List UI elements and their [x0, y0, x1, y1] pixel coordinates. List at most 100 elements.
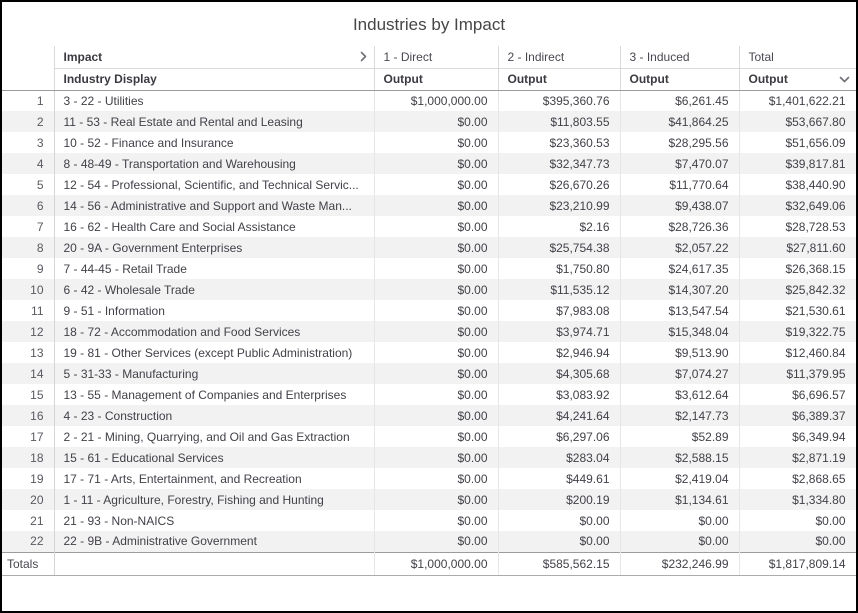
total-output-cell: $26,368.15: [738, 258, 856, 279]
table-row[interactable]: 2 11 - 53 - Real Estate and Rental and L…: [2, 111, 856, 132]
table-row[interactable]: 5 12 - 54 - Professional, Scientific, an…: [2, 174, 856, 195]
indirect-output-cell: $0.00: [497, 510, 620, 531]
induced-output-cell: $41,864.25: [619, 111, 739, 132]
direct-output-cell: $0.00: [373, 321, 498, 342]
row-number: 4: [36, 156, 44, 171]
table-row[interactable]: 13 19 - 81 - Other Services (except Publ…: [2, 342, 856, 363]
table-row[interactable]: 14 5 - 31-33 - Manufacturing $0.00 $4,30…: [2, 363, 856, 384]
row-number: 16: [30, 408, 44, 423]
total-output-cell: $6,696.57: [738, 384, 856, 405]
induced-group-header[interactable]: 3 - Induced: [619, 46, 739, 69]
row-number: 2: [36, 114, 44, 129]
row-number: 7: [36, 219, 44, 234]
induced-output-cell: $3,612.64: [619, 384, 739, 405]
totals-industry-cell: [53, 551, 374, 576]
table-row[interactable]: 22 22 - 9B - Administrative Government $…: [2, 531, 856, 552]
industry-cell: 7 - 44-45 - Retail Trade: [53, 258, 374, 279]
industry-cell: 1 - 11 - Agriculture, Forestry, Fishing …: [53, 489, 374, 510]
industry-display-header[interactable]: Industry Display: [53, 68, 374, 91]
industry-cell: 21 - 93 - Non-NAICS: [53, 510, 374, 531]
table-row[interactable]: 12 18 - 72 - Accommodation and Food Serv…: [2, 321, 856, 342]
direct-output-cell: $0.00: [373, 531, 498, 552]
direct-output-cell: $0.00: [373, 342, 498, 363]
induced-output-header[interactable]: Output: [619, 68, 739, 91]
totals-induced-output: $232,246.99: [619, 551, 739, 576]
row-number: 19: [30, 471, 44, 486]
total-group-header[interactable]: Total: [738, 46, 856, 69]
table-row[interactable]: 16 4 - 23 - Construction $0.00 $4,241.64…: [2, 405, 856, 426]
industries-by-impact-table: Impact 1 - Direct 2 - Indirect 3 - Induc…: [2, 46, 856, 576]
industry-cell: 19 - 81 - Other Services (except Public …: [53, 342, 374, 363]
table-row[interactable]: 21 21 - 93 - Non-NAICS $0.00 $0.00 $0.00…: [2, 510, 856, 531]
table-row[interactable]: 20 1 - 11 - Agriculture, Forestry, Fishi…: [2, 489, 856, 510]
total-output-header[interactable]: Output: [738, 68, 856, 91]
row-number: 13: [30, 345, 44, 360]
industry-cell: 22 - 9B - Administrative Government: [53, 531, 374, 552]
total-output-cell: $1,334.80: [738, 489, 856, 510]
table-row[interactable]: 17 2 - 21 - Mining, Quarrying, and Oil a…: [2, 426, 856, 447]
impact-group-header[interactable]: Impact: [53, 46, 374, 69]
industry-cell: 17 - 71 - Arts, Entertainment, and Recre…: [53, 468, 374, 489]
row-number: 10: [30, 282, 44, 297]
total-output-cell: $0.00: [738, 531, 856, 552]
induced-output-cell: $15,348.04: [619, 321, 739, 342]
total-output-cell: $51,656.09: [738, 132, 856, 153]
industry-cell: 12 - 54 - Professional, Scientific, and …: [53, 174, 374, 195]
table-row[interactable]: 1 3 - 22 - Utilities $1,000,000.00 $395,…: [2, 90, 856, 111]
indirect-output-cell: $395,360.76: [497, 90, 620, 111]
total-output-cell: $6,389.37: [738, 405, 856, 426]
indirect-output-cell: $3,974.71: [497, 321, 620, 342]
direct-output-header[interactable]: Output: [373, 68, 498, 91]
industry-cell: 5 - 31-33 - Manufacturing: [53, 363, 374, 384]
induced-output-cell: $52.89: [619, 426, 739, 447]
industry-cell: 6 - 42 - Wholesale Trade: [53, 279, 374, 300]
row-number: 11: [31, 303, 44, 318]
table-row[interactable]: 11 9 - 51 - Information $0.00 $7,983.08 …: [2, 300, 856, 321]
table-row[interactable]: 9 7 - 44-45 - Retail Trade $0.00 $1,750.…: [2, 258, 856, 279]
table-row[interactable]: 8 20 - 9A - Government Enterprises $0.00…: [2, 237, 856, 258]
table-row[interactable]: 7 16 - 62 - Health Care and Social Assis…: [2, 216, 856, 237]
row-number: 6: [36, 198, 44, 213]
induced-output-cell: $13,547.54: [619, 300, 739, 321]
table-row[interactable]: 10 6 - 42 - Wholesale Trade $0.00 $11,53…: [2, 279, 856, 300]
total-output-label: Output: [748, 72, 788, 86]
impact-group-label: Impact: [63, 49, 103, 64]
totals-indirect-output: $585,562.15: [497, 551, 620, 576]
industry-cell: 20 - 9A - Government Enterprises: [53, 237, 374, 258]
total-output-cell: $39,817.81: [738, 153, 856, 174]
row-number: 3: [36, 135, 44, 150]
chevron-down-icon[interactable]: [839, 75, 850, 84]
table-row[interactable]: 19 17 - 71 - Arts, Entertainment, and Re…: [2, 468, 856, 489]
total-output-cell: $1,401,622.21: [738, 90, 856, 111]
row-number: 18: [30, 450, 44, 465]
chevron-right-icon[interactable]: [359, 51, 368, 62]
induced-output-cell: $24,617.35: [619, 258, 739, 279]
induced-output-cell: $9,513.90: [619, 342, 739, 363]
gutter-header-spacer: [2, 68, 54, 91]
indirect-output-cell: $4,305.68: [497, 363, 620, 384]
indirect-output-cell: $2,946.94: [497, 342, 620, 363]
total-output-cell: $2,868.65: [738, 468, 856, 489]
indirect-output-cell: $200.19: [497, 489, 620, 510]
table-row[interactable]: 3 10 - 52 - Finance and Insurance $0.00 …: [2, 132, 856, 153]
direct-output-cell: $0.00: [373, 300, 498, 321]
table-row[interactable]: 4 8 - 48-49 - Transportation and Warehou…: [2, 153, 856, 174]
table-row[interactable]: 15 13 - 55 - Management of Companies and…: [2, 384, 856, 405]
table-row[interactable]: 18 15 - 61 - Educational Services $0.00 …: [2, 447, 856, 468]
row-number: 17: [30, 429, 44, 444]
induced-output-cell: $0.00: [619, 510, 739, 531]
table-row[interactable]: 6 14 - 56 - Administrative and Support a…: [2, 195, 856, 216]
induced-output-cell: $7,074.27: [619, 363, 739, 384]
indirect-group-header[interactable]: 2 - Indirect: [497, 46, 620, 69]
total-output-cell: $38,440.90: [738, 174, 856, 195]
group-header-row: Impact 1 - Direct 2 - Indirect 3 - Induc…: [2, 46, 856, 69]
industry-cell: 15 - 61 - Educational Services: [53, 447, 374, 468]
totals-total-output: $1,817,809.14: [738, 551, 856, 576]
indirect-output-cell: $32,347.73: [497, 153, 620, 174]
industry-cell: 4 - 23 - Construction: [53, 405, 374, 426]
indirect-output-header[interactable]: Output: [497, 68, 620, 91]
direct-group-header[interactable]: 1 - Direct: [373, 46, 498, 69]
direct-output-cell: $0.00: [373, 111, 498, 132]
indirect-output-cell: $283.04: [497, 447, 620, 468]
